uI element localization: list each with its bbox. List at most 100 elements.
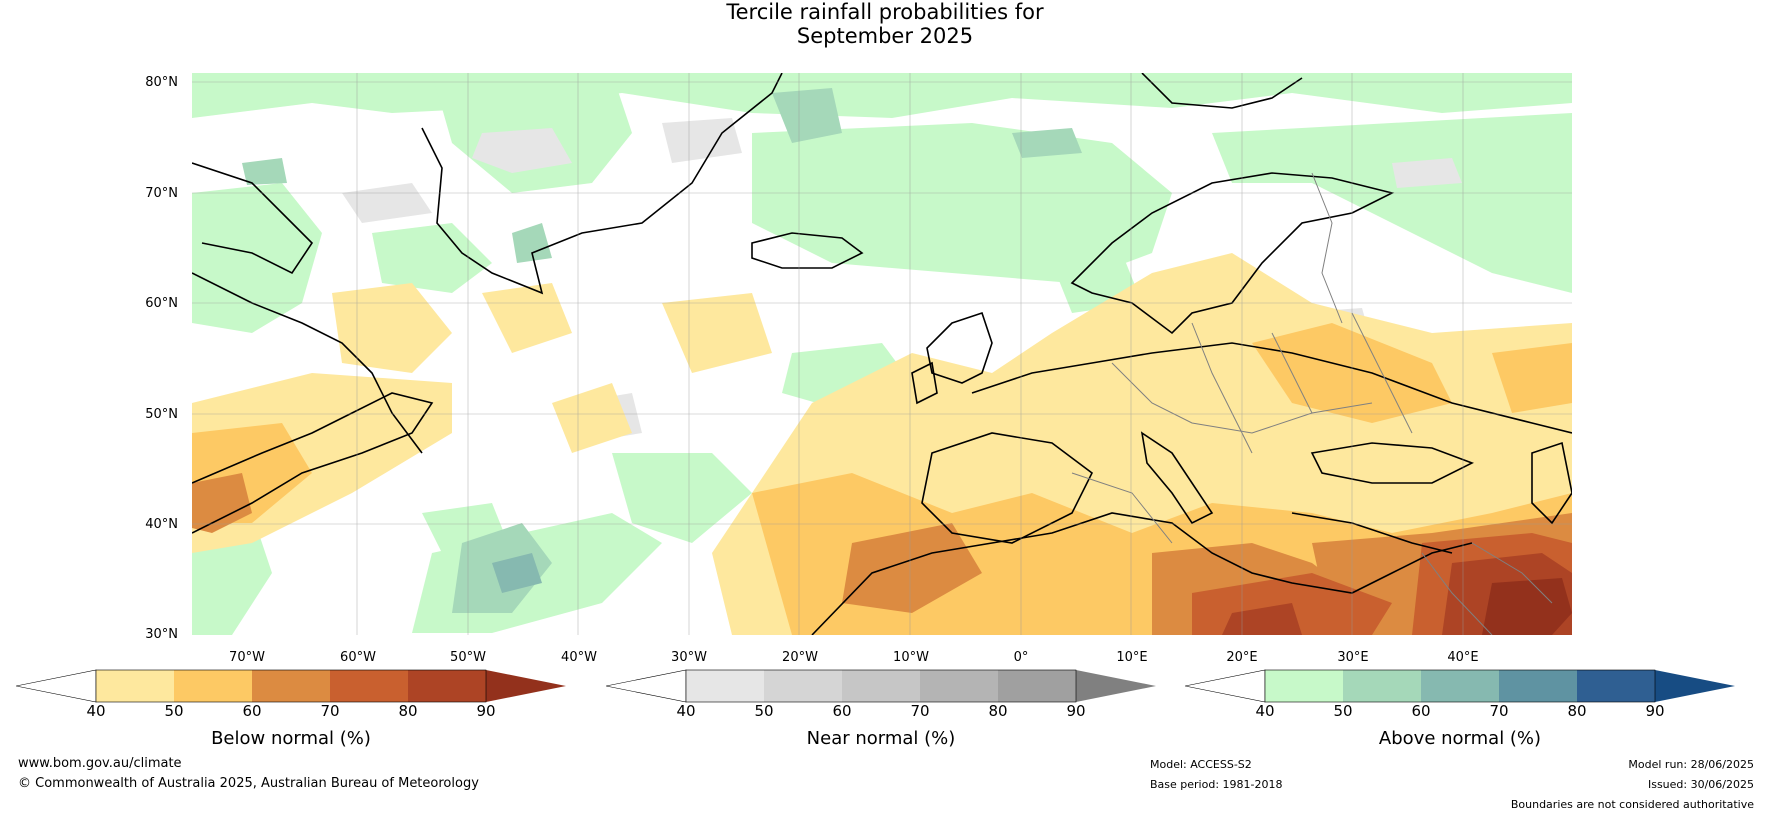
scandinavia-coast (1070, 172, 1395, 335)
iberia-coast (921, 432, 1094, 544)
near-normal-region (472, 128, 572, 173)
near-normal-colorbar (606, 669, 1156, 703)
baffin-coast (192, 162, 314, 275)
below-normal-region (1492, 343, 1572, 413)
black-sea-coast (1310, 442, 1474, 484)
above-normal-regions (192, 73, 1572, 635)
title-line-1: Tercile rainfall probabilities for (726, 0, 1044, 24)
above-normal-region (192, 73, 1572, 118)
cbar-above-segment (1499, 670, 1577, 702)
lon-label-0: 0° (1013, 650, 1029, 665)
below-normal-regions (192, 253, 1572, 635)
graticule (192, 73, 1572, 635)
near-tick-90: 90 (1066, 702, 1086, 720)
cbar-near-segment (686, 670, 764, 702)
country-border (1351, 312, 1413, 434)
greenland-coast (421, 73, 783, 295)
svalbard-coast (1141, 73, 1303, 109)
country-border (1071, 472, 1173, 544)
cbar-below-segment (174, 670, 252, 702)
lat-label-40n: 40°N (145, 517, 178, 532)
rainfall-probability-map (192, 73, 1572, 635)
model-run-text: Model run: 28/06/2025 (1628, 758, 1754, 771)
cbar-above-segment (1343, 670, 1421, 702)
cbar-near-segment (998, 670, 1076, 702)
base-period-text: Base period: 1981-2018 (1150, 778, 1283, 791)
cbar-near-segment (842, 670, 920, 702)
below-normal-region (552, 383, 632, 453)
lon-label-20w: 20°W (782, 650, 818, 665)
cbar-above-segment (1421, 670, 1499, 702)
below-tick-60: 60 (242, 702, 262, 720)
above-tick-40: 40 (1255, 702, 1275, 720)
lon-label-10w: 10°W (893, 650, 929, 665)
below-tick-80: 80 (398, 702, 418, 720)
above-tick-60: 60 (1411, 702, 1431, 720)
british-isles-coast (911, 311, 993, 405)
near-tick-40: 40 (676, 702, 696, 720)
near-normal-region (342, 183, 432, 223)
lat-label-60n: 60°N (145, 296, 178, 311)
near-normal-region (1392, 158, 1462, 188)
country-border (1111, 362, 1373, 434)
issued-text: Issued: 30/06/2025 (1647, 778, 1754, 791)
above-tick-80: 80 (1567, 702, 1587, 720)
above-normal-region (372, 223, 492, 293)
below-tick-90: 90 (476, 702, 496, 720)
lon-label-10e: 10°E (1116, 650, 1148, 665)
below-normal-region (662, 293, 772, 373)
north-america-coast (192, 392, 434, 534)
near-tick-80: 80 (988, 702, 1008, 720)
below-normal-colorbar (16, 669, 566, 703)
above-normal-region (242, 158, 287, 185)
copyright-text: © Commonwealth of Australia 2025, Austra… (18, 776, 479, 791)
below-normal-title: Below normal (%) (211, 728, 371, 749)
cbar-near-extend-low (606, 669, 687, 703)
near-tick-70: 70 (910, 702, 930, 720)
lon-label-40e: 40°E (1447, 650, 1479, 665)
lon-label-30w: 30°W (671, 650, 707, 665)
above-normal-colorbar (1185, 669, 1735, 703)
iceland-coast (751, 232, 864, 269)
cbar-below-extend-high (486, 670, 566, 702)
above-normal-region (752, 123, 1172, 283)
cbar-near-segment (920, 670, 998, 702)
near-tick-50: 50 (754, 702, 774, 720)
below-tick-70: 70 (320, 702, 340, 720)
above-normal-region (1012, 128, 1082, 158)
country-borders (1071, 172, 1553, 635)
lat-label-80n: 80°N (145, 75, 178, 90)
cbar-above-segment (1265, 670, 1343, 702)
title-line-2: September 2025 (796, 24, 974, 48)
country-border (1311, 172, 1343, 324)
above-normal-region (492, 553, 542, 593)
cbar-near-extend-high (1076, 670, 1156, 702)
above-normal-title: Above normal (%) (1378, 728, 1542, 749)
coastlines (192, 73, 1572, 635)
below-normal-region (1482, 578, 1572, 635)
website-link[interactable]: www.bom.gov.au/climate (18, 756, 182, 771)
below-normal-region (842, 523, 982, 613)
above-tick-50: 50 (1333, 702, 1353, 720)
chart-title: Tercile rainfall probabilities for Septe… (0, 0, 1770, 48)
near-normal-region (662, 118, 742, 163)
italy-coast (1140, 431, 1214, 525)
map-svg (192, 73, 1572, 635)
above-normal-region (772, 88, 842, 143)
above-normal-region (512, 223, 552, 263)
lat-label-50n: 50°N (145, 407, 178, 422)
cbar-below-segment (96, 670, 174, 702)
country-border (1271, 332, 1313, 414)
above-normal-region (1212, 113, 1572, 293)
lon-label-60w: 60°W (340, 650, 376, 665)
model-text: Model: ACCESS-S2 (1150, 758, 1252, 771)
below-tick-40: 40 (86, 702, 106, 720)
cbar-near-segment (764, 670, 842, 702)
cbar-above-extend-low (1185, 669, 1266, 703)
below-tick-50: 50 (164, 702, 184, 720)
mediterranean-east-coast (1291, 512, 1453, 554)
cbar-above-extend-high (1655, 670, 1735, 702)
lon-label-50w: 50°W (450, 650, 486, 665)
cbar-below-segment (252, 670, 330, 702)
cbar-above-segment (1577, 670, 1655, 702)
